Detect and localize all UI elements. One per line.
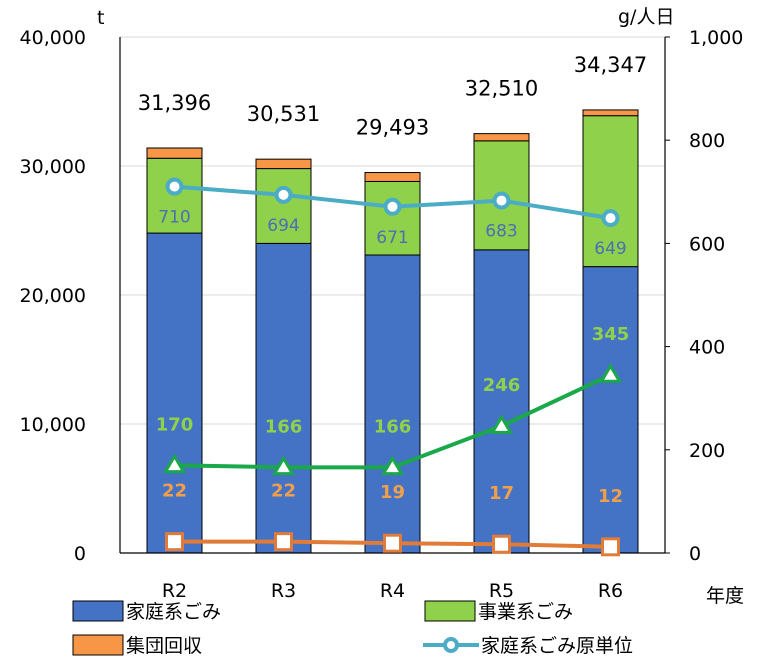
left-tick-label: 10,000	[20, 414, 86, 436]
legend-label: 家庭系ごみ	[126, 601, 221, 623]
series-point	[601, 537, 620, 557]
series-data-label: 22	[271, 481, 296, 502]
axes: 0 10,000 20,000 30,000 40,000 0 200 400 600 800 1,…	[20, 6, 745, 607]
bar-segment	[582, 109, 639, 117]
bar-segment	[146, 147, 203, 159]
bar-segment	[364, 172, 421, 182]
category-label: R4	[380, 580, 405, 602]
right-tick-label: 0	[689, 543, 701, 565]
bar-segment	[255, 158, 312, 170]
right-tick-label: 800	[689, 130, 725, 152]
legend-swatch-marker	[443, 637, 459, 653]
series-data-label: 671	[376, 228, 408, 248]
series-point	[165, 177, 184, 196]
bar-segment	[255, 168, 312, 244]
category-label: R5	[489, 580, 514, 602]
bar-segment	[473, 133, 530, 142]
legend-label: 事業系ごみ	[478, 601, 573, 623]
series-point	[274, 185, 293, 204]
legend-swatch	[72, 600, 124, 622]
right-tick-label: 200	[689, 440, 725, 462]
lines	[162, 177, 623, 557]
series-data-label: 694	[267, 216, 299, 236]
series-point	[601, 209, 620, 228]
bar-segment	[364, 180, 421, 256]
right-tick-label: 400	[689, 337, 725, 359]
bar-total-label: 31,396	[138, 91, 211, 115]
series-data-label: 19	[380, 482, 405, 503]
bar-total-label: 30,531	[247, 102, 320, 126]
series-point	[162, 453, 187, 474]
bar-segment	[146, 157, 203, 234]
series-data-label: 710	[158, 208, 190, 228]
series-point	[274, 532, 293, 552]
left-tick-label: 0	[74, 543, 86, 565]
right-axis-unit: g/人日	[618, 6, 674, 28]
series-data-label: 170	[156, 414, 194, 435]
left-axis-unit: t	[97, 7, 104, 29]
right-tick-label: 1,000	[689, 27, 743, 49]
series-point	[492, 534, 511, 554]
series-data-label: 12	[598, 486, 623, 507]
series-point	[271, 455, 296, 476]
series-point	[489, 414, 514, 434]
series-point	[380, 455, 405, 476]
legend-swatch	[424, 600, 476, 622]
series-point	[598, 363, 623, 383]
series-data-label: 22	[162, 481, 187, 502]
category-label: R2	[162, 580, 187, 602]
category-label: R3	[271, 580, 296, 602]
bars	[146, 109, 639, 554]
series-data-label: 683	[485, 222, 517, 242]
data-labels: 31,396 30,531 29,493 32,510 34,347 710 694 671 6…	[138, 53, 647, 507]
bar-segment	[582, 115, 639, 268]
bar-total-label: 29,493	[356, 116, 429, 140]
right-tick-label: 600	[689, 233, 725, 255]
series-point	[492, 191, 511, 210]
series-point	[383, 533, 402, 553]
series-data-label: 166	[265, 416, 303, 437]
category-label: R6	[598, 580, 623, 602]
series-data-label: 649	[594, 239, 626, 259]
legend-label: 集団回収	[126, 635, 202, 657]
series-data-label: 17	[489, 483, 514, 504]
left-tick-label: 20,000	[20, 285, 86, 307]
series-data-label: 345	[592, 324, 630, 345]
series-point	[165, 532, 184, 552]
left-tick-label: 40,000	[20, 27, 86, 49]
bar-segment	[473, 249, 530, 554]
bar-segment	[364, 254, 421, 554]
series-point	[383, 197, 402, 216]
bar-total-label: 32,510	[465, 77, 538, 101]
series-data-label: 246	[483, 375, 521, 396]
bar-total-label: 34,347	[574, 53, 647, 77]
legend-label: 家庭系ごみ原単位	[481, 635, 633, 657]
bar-segment	[146, 232, 203, 554]
bar-segment	[582, 266, 639, 554]
bar-segment	[255, 242, 312, 554]
x-axis-title: 年度	[706, 585, 744, 607]
series-data-label: 166	[374, 416, 412, 437]
left-tick-label: 30,000	[20, 156, 86, 178]
legend-swatch	[72, 634, 124, 656]
